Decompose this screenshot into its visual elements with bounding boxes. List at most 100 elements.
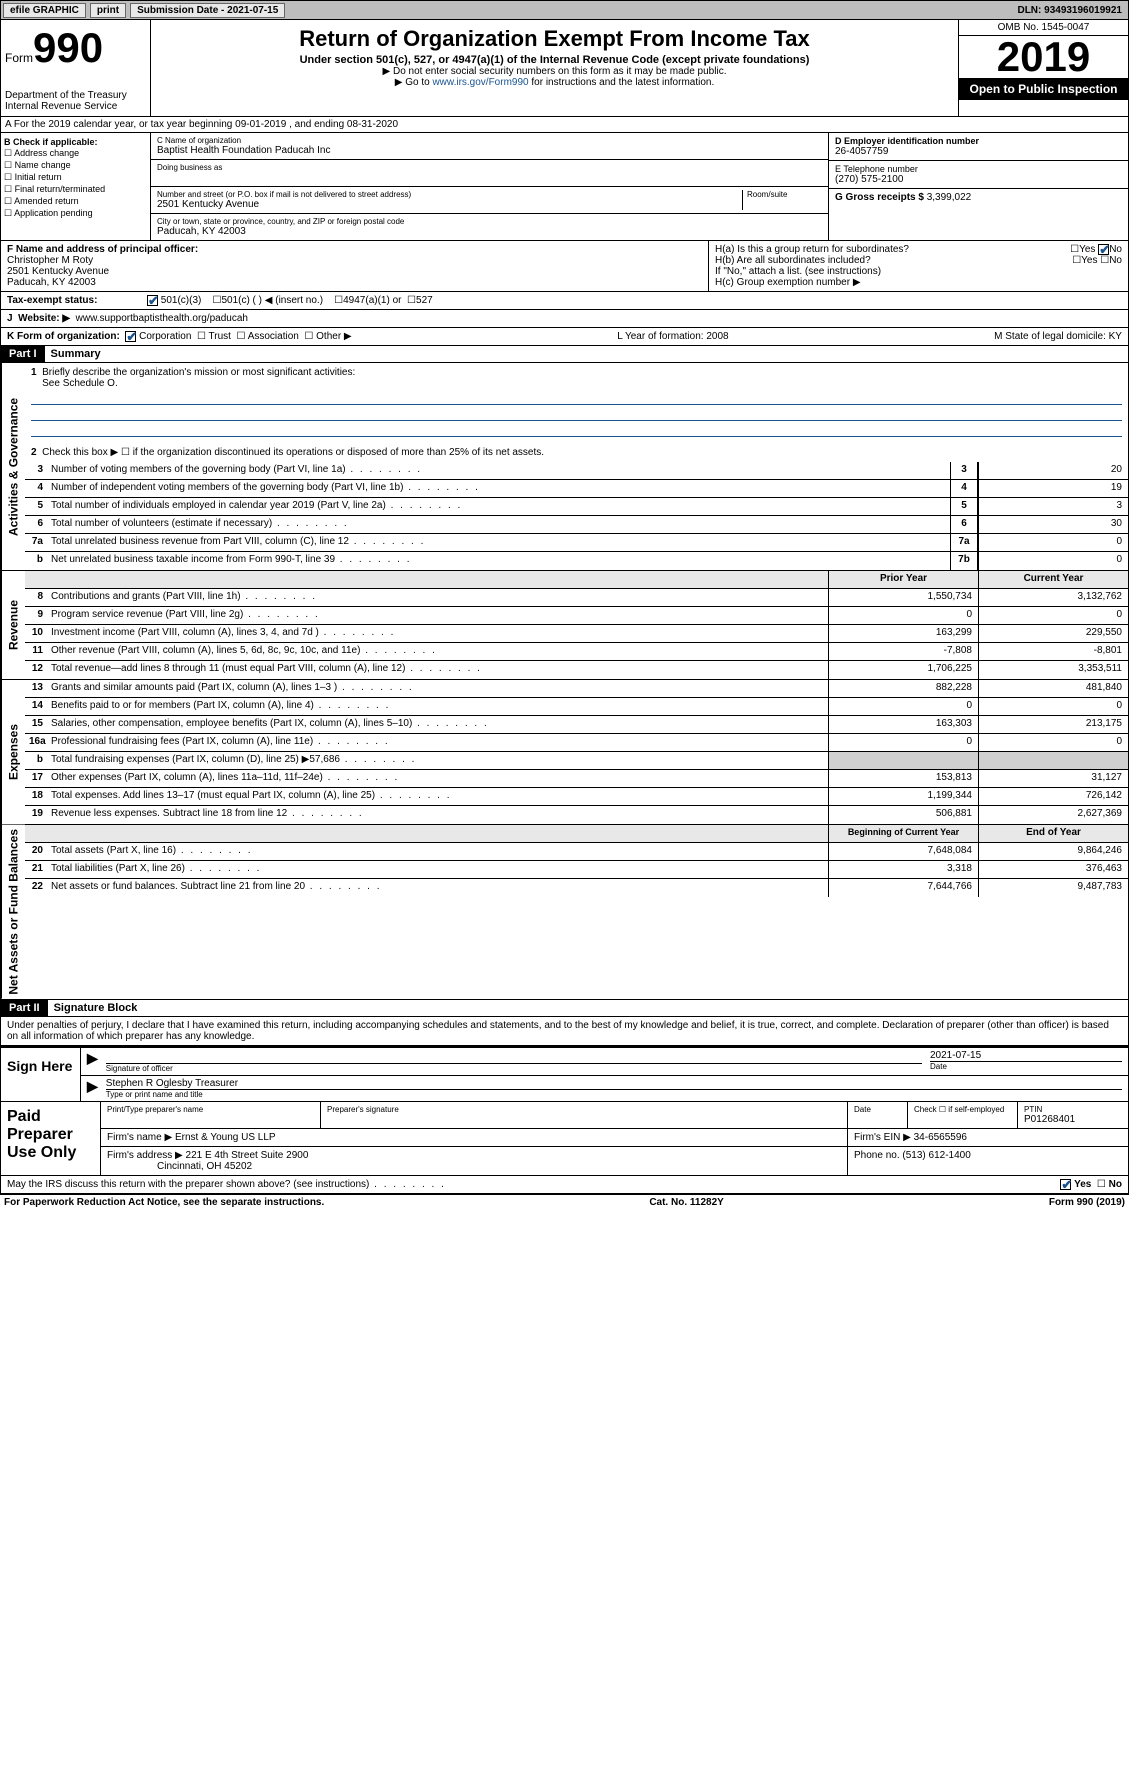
arrow-icon: ▶ bbox=[87, 1050, 98, 1073]
cb-app-pending[interactable]: ☐ Application pending bbox=[4, 208, 147, 219]
table-row: 19Revenue less expenses. Subtract line 1… bbox=[25, 806, 1128, 824]
firm-ein: 34-6565596 bbox=[914, 1132, 967, 1143]
form-ref: Form 990 (2019) bbox=[1049, 1197, 1125, 1208]
table-row: 6Total number of volunteers (estimate if… bbox=[25, 516, 1128, 534]
table-row: 4Number of independent voting members of… bbox=[25, 480, 1128, 498]
header-center: Return of Organization Exempt From Incom… bbox=[151, 20, 958, 116]
hb-no-checked[interactable] bbox=[1098, 244, 1109, 255]
topbar: efile GRAPHIC print Submission Date - 20… bbox=[0, 0, 1129, 20]
discuss-row: May the IRS discuss this return with the… bbox=[0, 1176, 1129, 1194]
row-a-taxyear: A For the 2019 calendar year, or tax yea… bbox=[0, 117, 1129, 133]
form-subtitle: Under section 501(c), 527, or 4947(a)(1)… bbox=[159, 54, 950, 66]
state-domicile: M State of legal domicile: KY bbox=[994, 331, 1122, 342]
part1-header: Part I Summary bbox=[0, 346, 1129, 363]
cat-no: Cat. No. 11282Y bbox=[649, 1197, 723, 1208]
officer-name: Stephen R Oglesby Treasurer bbox=[106, 1078, 1122, 1090]
rev-header-row: Prior Year Current Year bbox=[25, 571, 1128, 589]
pra-notice: For Paperwork Reduction Act Notice, see … bbox=[4, 1197, 324, 1208]
table-row: 9Program service revenue (Part VIII, lin… bbox=[25, 607, 1128, 625]
row-fh: F Name and address of principal officer:… bbox=[0, 241, 1129, 292]
irs-link[interactable]: www.irs.gov/Form990 bbox=[432, 77, 528, 88]
footer: For Paperwork Reduction Act Notice, see … bbox=[0, 1194, 1129, 1210]
cb-final-return[interactable]: ☐ Final return/terminated bbox=[4, 184, 147, 195]
dept-treasury: Department of the Treasury Internal Reve… bbox=[5, 90, 146, 112]
table-row: 7aTotal unrelated business revenue from … bbox=[25, 534, 1128, 552]
ein-box: D Employer identification number 26-4057… bbox=[829, 133, 1128, 161]
sign-here-block: Sign Here ▶ Signature of officer 2021-07… bbox=[0, 1046, 1129, 1102]
table-row: 14Benefits paid to or for members (Part … bbox=[25, 698, 1128, 716]
address-box: Number and street (or P.O. box if mail i… bbox=[151, 187, 828, 214]
header-left: Form990 Department of the Treasury Inter… bbox=[1, 20, 151, 116]
ptin: P01268401 bbox=[1024, 1114, 1122, 1125]
ein: 26-4057759 bbox=[835, 146, 1122, 157]
group-return: H(a) Is this a group return for subordin… bbox=[708, 241, 1128, 291]
vlabel-expenses: Expenses bbox=[1, 680, 25, 824]
part2-header: Part II Signature Block bbox=[0, 1000, 1129, 1017]
print-button[interactable]: print bbox=[90, 3, 126, 18]
form-number: 990 bbox=[33, 24, 103, 71]
open-inspection: Open to Public Inspection bbox=[959, 78, 1128, 100]
street-address: 2501 Kentucky Avenue bbox=[157, 199, 742, 210]
cb-corporation[interactable] bbox=[125, 331, 136, 342]
org-name: Baptist Health Foundation Paducah Inc bbox=[157, 145, 822, 156]
city-box: City or town, state or province, country… bbox=[151, 214, 828, 240]
note-goto: ▶ Go to www.irs.gov/Form990 for instruct… bbox=[159, 77, 950, 88]
tax-year: 2019 bbox=[959, 36, 1128, 78]
row-j-website: J Website: ▶ www.supportbaptisthealth.or… bbox=[0, 310, 1129, 328]
form-header: Form990 Department of the Treasury Inter… bbox=[0, 20, 1129, 117]
dba-box: Doing business as bbox=[151, 160, 828, 187]
gross-receipts: 3,399,022 bbox=[927, 192, 972, 203]
efile-label: efile GRAPHIC bbox=[3, 3, 86, 18]
submission-date: Submission Date - 2021-07-15 bbox=[130, 3, 285, 18]
dln: DLN: 93493196019921 bbox=[1017, 5, 1128, 16]
table-row: 20Total assets (Part X, line 16) 7,648,0… bbox=[25, 843, 1128, 861]
table-row: 5Total number of individuals employed in… bbox=[25, 498, 1128, 516]
discuss-yes[interactable] bbox=[1060, 1179, 1071, 1190]
firm-address: 221 E 4th Street Suite 2900 bbox=[186, 1150, 309, 1161]
sect-netassets: Net Assets or Fund Balances Beginning of… bbox=[0, 825, 1129, 1000]
cb-address-change[interactable]: ☐ Address change bbox=[4, 148, 147, 159]
table-row: 3Number of voting members of the governi… bbox=[25, 462, 1128, 480]
table-row: 17Other expenses (Part IX, column (A), l… bbox=[25, 770, 1128, 788]
table-row: 11Other revenue (Part VIII, column (A), … bbox=[25, 643, 1128, 661]
cb-amended[interactable]: ☐ Amended return bbox=[4, 196, 147, 207]
header-right: OMB No. 1545-0047 2019 Open to Public In… bbox=[958, 20, 1128, 116]
table-row: 16aProfessional fundraising fees (Part I… bbox=[25, 734, 1128, 752]
table-row: 10Investment income (Part VIII, column (… bbox=[25, 625, 1128, 643]
paid-preparer-label: Paid Preparer Use Only bbox=[1, 1102, 101, 1175]
row-i-exempt: Tax-exempt status: 501(c)(3) ☐ 501(c) ( … bbox=[0, 292, 1129, 310]
perjury-declaration: Under penalties of perjury, I declare th… bbox=[0, 1017, 1129, 1046]
principal-officer: F Name and address of principal officer:… bbox=[1, 241, 708, 291]
col-b-checkboxes: B Check if applicable: ☐ Address change … bbox=[1, 133, 151, 240]
table-row: 18Total expenses. Add lines 13–17 (must … bbox=[25, 788, 1128, 806]
table-row: 15Salaries, other compensation, employee… bbox=[25, 716, 1128, 734]
table-row: 12Total revenue—add lines 8 through 11 (… bbox=[25, 661, 1128, 679]
telephone: (270) 575-2100 bbox=[835, 174, 1122, 185]
cb-name-change[interactable]: ☐ Name change bbox=[4, 160, 147, 171]
vlabel-governance: Activities & Governance bbox=[1, 363, 25, 570]
city-state-zip: Paducah, KY 42003 bbox=[157, 226, 822, 237]
cb-initial-return[interactable]: ☐ Initial return bbox=[4, 172, 147, 183]
entity-block: B Check if applicable: ☐ Address change … bbox=[0, 133, 1129, 241]
table-row: 21Total liabilities (Part X, line 26) 3,… bbox=[25, 861, 1128, 879]
note-ssn: ▶ Do not enter social security numbers o… bbox=[159, 66, 950, 77]
vlabel-netassets: Net Assets or Fund Balances bbox=[1, 825, 25, 999]
org-name-box: C Name of organization Baptist Health Fo… bbox=[151, 133, 828, 160]
line1-mission: 1 Briefly describe the organization's mi… bbox=[25, 363, 1128, 443]
firm-phone: (513) 612-1400 bbox=[902, 1150, 970, 1161]
sign-here-label: Sign Here bbox=[1, 1048, 81, 1101]
firm-name: Ernst & Young US LLP bbox=[175, 1132, 276, 1143]
cb-501c3[interactable] bbox=[147, 295, 158, 306]
sect-revenue: Revenue Prior Year Current Year 8Contrib… bbox=[0, 571, 1129, 680]
sect-expenses: Expenses 13Grants and similar amounts pa… bbox=[0, 680, 1129, 825]
year-formation: L Year of formation: 2008 bbox=[617, 331, 728, 342]
phone-box: E Telephone number (270) 575-2100 bbox=[829, 161, 1128, 189]
table-row: 22Net assets or fund balances. Subtract … bbox=[25, 879, 1128, 897]
table-row: 8Contributions and grants (Part VIII, li… bbox=[25, 589, 1128, 607]
table-row: 13Grants and similar amounts paid (Part … bbox=[25, 680, 1128, 698]
table-row: bTotal fundraising expenses (Part IX, co… bbox=[25, 752, 1128, 770]
table-row: bNet unrelated business taxable income f… bbox=[25, 552, 1128, 570]
paid-preparer-block: Paid Preparer Use Only Print/Type prepar… bbox=[0, 1102, 1129, 1176]
col-c: C Name of organization Baptist Health Fo… bbox=[151, 133, 828, 240]
sect-governance: Activities & Governance 1 Briefly descri… bbox=[0, 363, 1129, 571]
